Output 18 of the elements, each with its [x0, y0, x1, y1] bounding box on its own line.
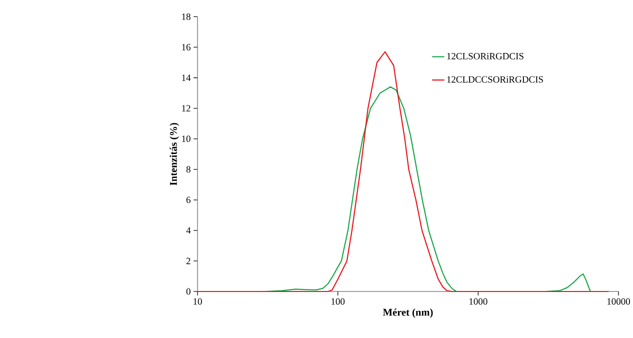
y-axis-title: Intenzitás (%): [170, 123, 179, 186]
legend-label: 12CLDCCSORiRGDCIS: [447, 76, 543, 83]
x-tick-label: 1000: [470, 298, 488, 305]
y-tick-label: 0: [186, 288, 190, 295]
y-tick-label: 4: [186, 228, 191, 234]
x-tick-label: 10000: [607, 298, 630, 305]
y-tick-label: 6: [186, 196, 191, 204]
x-tick-label: 100: [332, 298, 345, 305]
y-tick-label: 8: [186, 166, 190, 173]
y-tick-label: 18: [182, 14, 190, 20]
x-axis-title: Méret (nm): [383, 308, 433, 318]
y-tick-label: 2: [186, 258, 190, 264]
legend-label: 12CLSORiRGDCIS: [447, 53, 524, 60]
y-tick-label: 16: [182, 44, 191, 51]
y-tick-label: 14: [182, 74, 191, 82]
y-tick-label: 10: [182, 136, 190, 142]
y-tick-label: 12: [182, 105, 190, 112]
x-tick-label: 10: [194, 298, 202, 305]
